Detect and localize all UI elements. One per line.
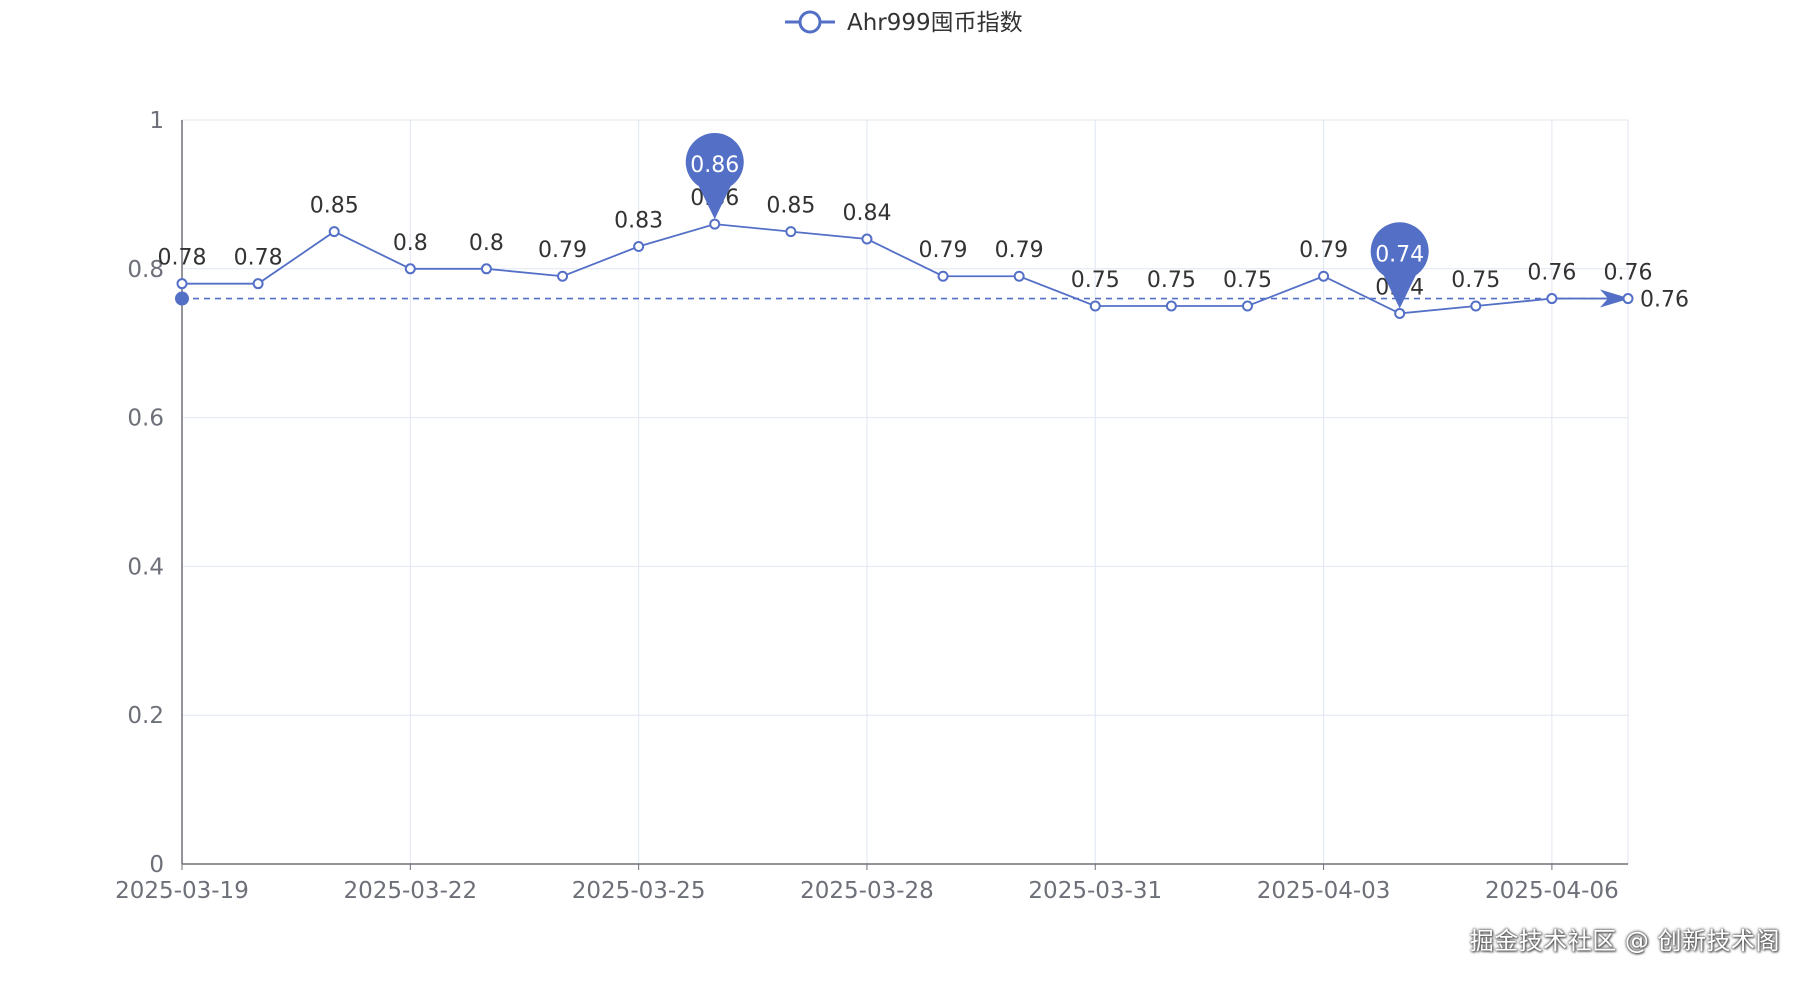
x-tick-label: 2025-04-03 (1257, 878, 1391, 904)
data-point (633, 240, 645, 252)
y-tick-label: 0 (149, 852, 164, 878)
series-line (182, 223, 1628, 315)
data-label: 0.75 (1451, 268, 1500, 293)
min-pin-label: 0.74 (1375, 242, 1424, 267)
data-label: 0.8 (469, 231, 504, 256)
data-point (1394, 307, 1406, 319)
data-label: 0.83 (614, 208, 663, 233)
data-label: 0.79 (1299, 238, 1348, 263)
data-point (1013, 270, 1025, 282)
data-label: 0.85 (766, 194, 815, 219)
data-label: 0.75 (1071, 268, 1120, 293)
data-point (785, 226, 797, 238)
data-label: 0.79 (995, 238, 1044, 263)
data-point (404, 263, 416, 275)
x-tick-label: 2025-03-19 (115, 878, 249, 904)
legend-marker-icon (798, 10, 822, 34)
data-label: 0.78 (158, 246, 207, 271)
data-point (1318, 270, 1330, 282)
data-label: 0.8 (393, 231, 428, 256)
data-label: 0.76 (1604, 261, 1653, 286)
data-point (1241, 300, 1253, 312)
x-tick-label: 2025-03-28 (800, 878, 934, 904)
data-point (1546, 293, 1558, 305)
data-label: 0.84 (842, 201, 891, 226)
data-point (1089, 300, 1101, 312)
y-tick-label: 1 (149, 108, 164, 134)
x-tick-label: 2025-03-25 (572, 878, 706, 904)
max-pin-label: 0.86 (690, 153, 739, 178)
y-tick-label: 0.6 (127, 406, 164, 432)
y-tick-label: 0.4 (127, 554, 164, 580)
max-pin-marker (685, 132, 744, 220)
data-point (709, 218, 721, 230)
data-label: 0.79 (538, 238, 587, 263)
data-point (480, 263, 492, 275)
y-tick-label: 0.2 (127, 703, 164, 729)
data-label: 0.79 (919, 238, 968, 263)
data-label: 0.76 (1527, 261, 1576, 286)
average-line-label: 0.76 (1640, 288, 1689, 313)
y-tick-label: 0.8 (127, 257, 164, 283)
data-label: 0.78 (234, 246, 283, 271)
data-point (861, 233, 873, 245)
average-line-start-dot (175, 291, 189, 306)
data-point (176, 278, 188, 290)
data-point (937, 270, 949, 282)
data-label: 0.85 (310, 194, 359, 219)
data-label: 0.75 (1147, 268, 1196, 293)
watermark: 掘金技术社区 @ 创新技术阁 (1469, 927, 1780, 955)
data-label: 0.75 (1223, 268, 1272, 293)
data-point (1622, 293, 1634, 305)
data-point (252, 278, 264, 290)
data-point (557, 270, 569, 282)
data-point (328, 226, 340, 238)
x-tick-label: 2025-03-22 (343, 878, 477, 904)
data-point (1165, 300, 1177, 312)
x-tick-label: 2025-03-31 (1028, 878, 1162, 904)
legend-label: Ahr999囤币指数 (847, 10, 1023, 36)
x-tick-label: 2025-04-06 (1485, 878, 1619, 904)
data-point (1470, 300, 1482, 312)
min-pin-marker (1370, 222, 1429, 309)
